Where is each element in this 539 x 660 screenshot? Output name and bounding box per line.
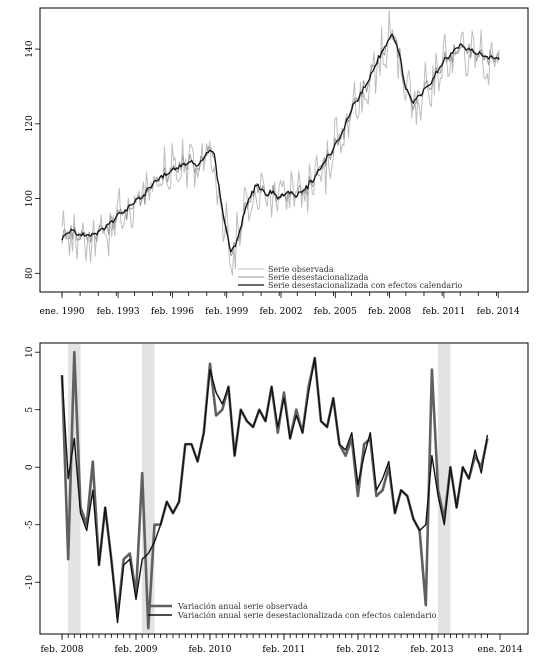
x-tick-label-bottom: ene. 2014 bbox=[477, 645, 522, 655]
x-tick-label-top: feb. 2002 bbox=[259, 307, 302, 317]
y-tick-label-top: 80 bbox=[25, 267, 35, 279]
chart-top: 80 100 120 140 ene. 1990 feb. 1993 feb. 1996 fe… bbox=[25, 7, 529, 317]
x-tick-label-top: feb. 2005 bbox=[314, 307, 357, 317]
x-tick-label-bottom: feb. 2011 bbox=[262, 645, 305, 655]
y-tick-label-top: 100 bbox=[25, 190, 35, 207]
chart-bottom: -10 -5 0 5 10 feb. 2008 feb. 2009 feb. 2010 feb.… bbox=[25, 342, 529, 655]
series-line-top-1 bbox=[61, 10, 500, 276]
x-tick-label-top: feb. 1996 bbox=[151, 307, 194, 317]
x-tick-label-bottom: feb. 2010 bbox=[188, 645, 231, 655]
y-tick-label-bottom: -5 bbox=[25, 520, 35, 529]
series-line-bottom-1 bbox=[60, 350, 489, 630]
x-tick-label-top: feb. 1993 bbox=[97, 307, 140, 317]
x-tick-label-top: feb. 1999 bbox=[205, 307, 248, 317]
y-tick-label-bottom: 5 bbox=[25, 407, 35, 413]
x-tick-label-top: ene. 1990 bbox=[39, 307, 84, 317]
y-tick-label-bottom: 10 bbox=[25, 346, 35, 358]
legend-label-top: Serie observada bbox=[268, 265, 334, 274]
y-tick-label-bottom: -10 bbox=[25, 575, 35, 590]
legend-label-bottom: Variación anual serie observada bbox=[177, 602, 308, 611]
legend-label-top: Serie desestacionalizada con efectos cal… bbox=[268, 281, 463, 290]
y-tick-label-top: 140 bbox=[25, 40, 35, 57]
x-tick-label-bottom: feb. 2009 bbox=[114, 645, 157, 655]
series-line-top-3 bbox=[61, 33, 500, 253]
x-tick-label-bottom: feb. 2012 bbox=[336, 645, 379, 655]
plot-frame-top bbox=[39, 7, 529, 293]
shaded-interval bbox=[437, 344, 451, 633]
x-tick-label-top: feb. 2014 bbox=[477, 307, 520, 317]
series-line-top-2 bbox=[61, 34, 500, 257]
x-tick-label-bottom: feb. 2013 bbox=[410, 645, 453, 655]
series-line-bottom-2 bbox=[61, 357, 489, 624]
y-tick-label-bottom: 0 bbox=[25, 464, 35, 470]
x-tick-label-bottom: feb. 2008 bbox=[40, 645, 83, 655]
y-tick-label-top: 120 bbox=[25, 115, 35, 132]
legend-label-top: Serie desestacionalizada bbox=[268, 273, 369, 282]
x-tick-label-top: feb. 2011 bbox=[422, 307, 465, 317]
x-tick-label-top: feb. 2008 bbox=[368, 307, 411, 317]
legend-label-bottom: Variación anual serie desestacionalizada… bbox=[177, 611, 437, 620]
